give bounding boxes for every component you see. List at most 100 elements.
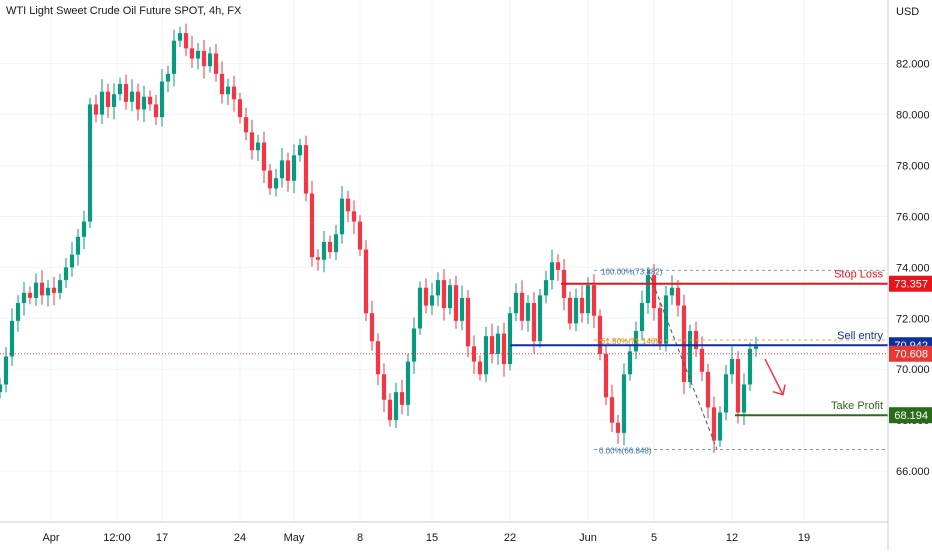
- grid: [0, 0, 888, 522]
- fib-label-mid: 61.80%(71.146): [601, 337, 658, 346]
- candle: [633, 331, 639, 352]
- candle: [441, 280, 447, 309]
- candle: [207, 53, 213, 67]
- candle: [387, 399, 393, 421]
- stop-loss-label: Stop Loss: [834, 269, 883, 281]
- chart-title: WTI Light Sweet Crude Oil Future SPOT, 4…: [6, 5, 242, 17]
- x-tick-label: 17: [156, 532, 168, 544]
- candle: [81, 221, 87, 237]
- candle: [735, 359, 741, 413]
- candle: [357, 221, 363, 250]
- candle: [9, 320, 15, 357]
- candle: [519, 292, 525, 321]
- y-tick-label: 80.000: [896, 110, 930, 122]
- candle: [309, 193, 315, 258]
- candle: [723, 374, 729, 413]
- candle: [255, 142, 261, 151]
- fib-label-high: 100.00%(73.882): [601, 267, 663, 276]
- candle: [351, 211, 357, 222]
- candle: [111, 94, 117, 107]
- candle: [705, 371, 711, 408]
- x-tick-label: 24: [234, 532, 246, 544]
- candle: [105, 91, 111, 107]
- candle: [363, 249, 369, 314]
- candle: [57, 280, 63, 293]
- candle: [231, 86, 237, 100]
- sell-entry-label: Sell entry: [837, 330, 883, 342]
- take-profit-label: Take Profit: [831, 400, 883, 412]
- candle: [483, 336, 489, 375]
- candle: [63, 267, 69, 281]
- candle: [579, 297, 585, 314]
- candle: [195, 50, 201, 59]
- y-tick-label: 74.000: [896, 262, 930, 274]
- candle: [729, 359, 735, 375]
- fib-label-low: 0.00%(66.848): [599, 446, 652, 455]
- candle: [93, 104, 99, 115]
- candle: [507, 313, 513, 365]
- candle: [537, 295, 543, 342]
- candle: [3, 356, 9, 385]
- candle: [615, 422, 621, 433]
- stop-loss-price-box: [889, 275, 932, 292]
- candle: [591, 285, 597, 316]
- stop-loss-price-label: 73.357: [894, 279, 928, 291]
- candle: [315, 257, 321, 260]
- candle: [645, 275, 651, 304]
- candle: [495, 333, 501, 354]
- candle: [621, 374, 627, 433]
- candle: [393, 392, 399, 421]
- candle: [273, 178, 279, 189]
- candle: [405, 361, 411, 405]
- x-tick-label: 12:00: [103, 532, 131, 544]
- x-tick-label: 5: [651, 532, 657, 544]
- candle: [753, 346, 759, 349]
- candle: [525, 303, 531, 321]
- candle: [249, 132, 255, 151]
- candle: [177, 33, 183, 41]
- current-price-label: 70.608: [894, 349, 928, 361]
- x-tick-label: 19: [798, 532, 810, 544]
- current-price-box: [889, 345, 932, 362]
- candle: [477, 361, 483, 375]
- x-tick-label: 22: [504, 532, 516, 544]
- candle: [663, 295, 669, 344]
- candle: [123, 84, 129, 102]
- y-tick-label: 82.000: [896, 59, 930, 71]
- candle: [597, 315, 603, 354]
- currency-label: USD: [896, 6, 919, 18]
- x-tick-label: May: [284, 532, 305, 544]
- candle: [27, 292, 33, 298]
- candle: [669, 287, 675, 296]
- candle: [189, 48, 195, 59]
- candle: [627, 351, 633, 375]
- fib-diagonal: [647, 270, 718, 450]
- trade-levels: 100.00%(73.882) 61.80%(71.146) 0.00%(66.84…: [0, 267, 888, 455]
- candle: [99, 91, 105, 115]
- candle: [129, 91, 135, 102]
- candle: [687, 331, 693, 382]
- candle: [447, 285, 453, 309]
- candle: [489, 336, 495, 354]
- candle: [279, 160, 285, 179]
- candle: [297, 145, 303, 156]
- candle: [183, 33, 189, 49]
- candle: [237, 99, 243, 118]
- x-tick-label: 8: [357, 532, 363, 544]
- candle: [417, 287, 423, 329]
- candle: [369, 313, 375, 342]
- candle: [39, 282, 45, 296]
- candle: [465, 297, 471, 347]
- y-tick-label: 76.000: [896, 211, 930, 223]
- candle: [135, 91, 141, 110]
- y-tick-label: 70.000: [896, 364, 930, 376]
- candle: [555, 262, 561, 270]
- candle: [267, 170, 273, 189]
- candle: [87, 104, 93, 222]
- candle: [549, 262, 555, 281]
- y-tick-label: 78.000: [896, 161, 930, 173]
- candle: [51, 287, 57, 293]
